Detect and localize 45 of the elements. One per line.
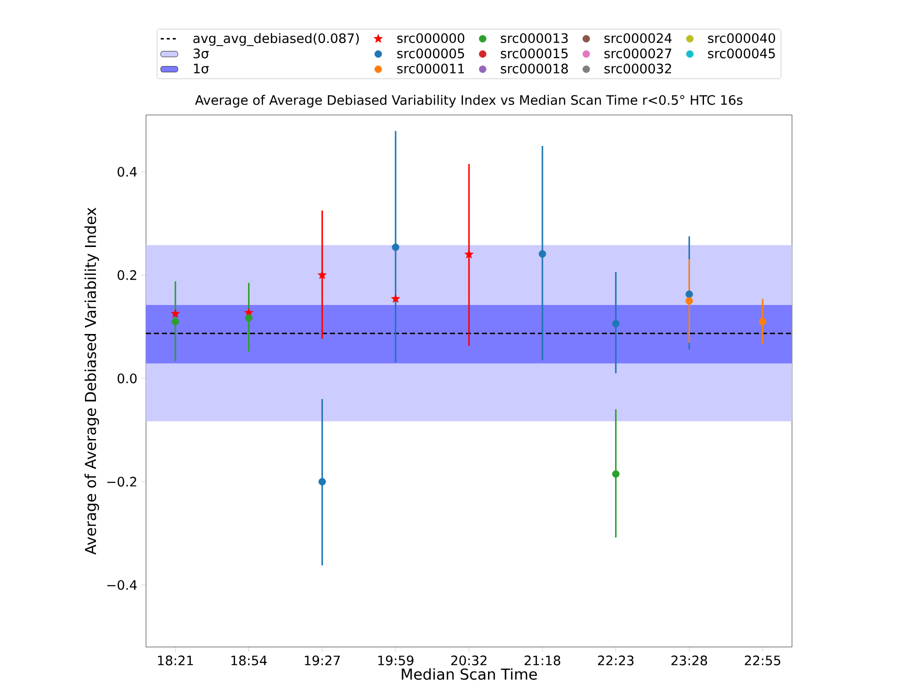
legend-label: src000013	[500, 33, 568, 44]
x-tick-label: 19:27	[304, 656, 340, 666]
legend-label: src000024	[604, 33, 672, 44]
point	[686, 297, 693, 305]
y-tick-label: −0.2	[107, 476, 136, 487]
x-tick-label: 18:54	[231, 656, 267, 666]
legend-label: 1σ	[194, 64, 209, 74]
legend-label: src000018	[500, 64, 568, 74]
legend-label: src000005	[397, 48, 464, 58]
y-tick-label: −0.4	[107, 580, 137, 590]
y-axis-title: Average of Average Debiased Variability Index	[84, 208, 100, 555]
point	[391, 294, 400, 303]
point	[318, 478, 326, 486]
legend-label: avg_avg_debiased(0.087)	[193, 33, 359, 46]
x-tick-label: 22:23	[598, 656, 634, 666]
legend-label: 3σ	[194, 48, 209, 58]
point	[392, 244, 400, 251]
x-tick-label: 20:32	[451, 656, 486, 666]
legend-label: src000027	[604, 48, 672, 58]
point	[758, 318, 766, 326]
legend-label: src000045	[708, 48, 775, 58]
legend-label: src000032	[604, 64, 672, 74]
point	[245, 314, 252, 322]
x-tick-label: 21:18	[524, 656, 560, 666]
x-axis-title: Median Scan Time	[402, 668, 537, 680]
legend-label: src000040	[708, 33, 776, 44]
point	[318, 270, 327, 279]
point	[686, 290, 693, 298]
point	[464, 250, 474, 258]
y-tick-label: 0.4	[118, 166, 137, 177]
chart-title: Average of Average Debiased Variability Index vs Median Scan Time r<0.5° HTC 16s	[195, 94, 742, 108]
y-tick-label: 0.0	[118, 373, 137, 384]
point	[538, 250, 546, 258]
legend-label: src000000	[397, 33, 464, 44]
legend-label: src000015	[500, 48, 568, 58]
x-tick-label: 18:21	[158, 656, 193, 666]
x-tick-label: 23:28	[671, 656, 708, 666]
legend-label: src000011	[397, 64, 464, 74]
point	[170, 309, 180, 318]
point	[612, 320, 620, 328]
point	[612, 470, 620, 478]
x-tick-label: 22:55	[744, 656, 780, 666]
x-tick-label: 19:59	[378, 656, 414, 666]
y-tick-label: 0.2	[118, 270, 136, 280]
point	[172, 318, 180, 326]
